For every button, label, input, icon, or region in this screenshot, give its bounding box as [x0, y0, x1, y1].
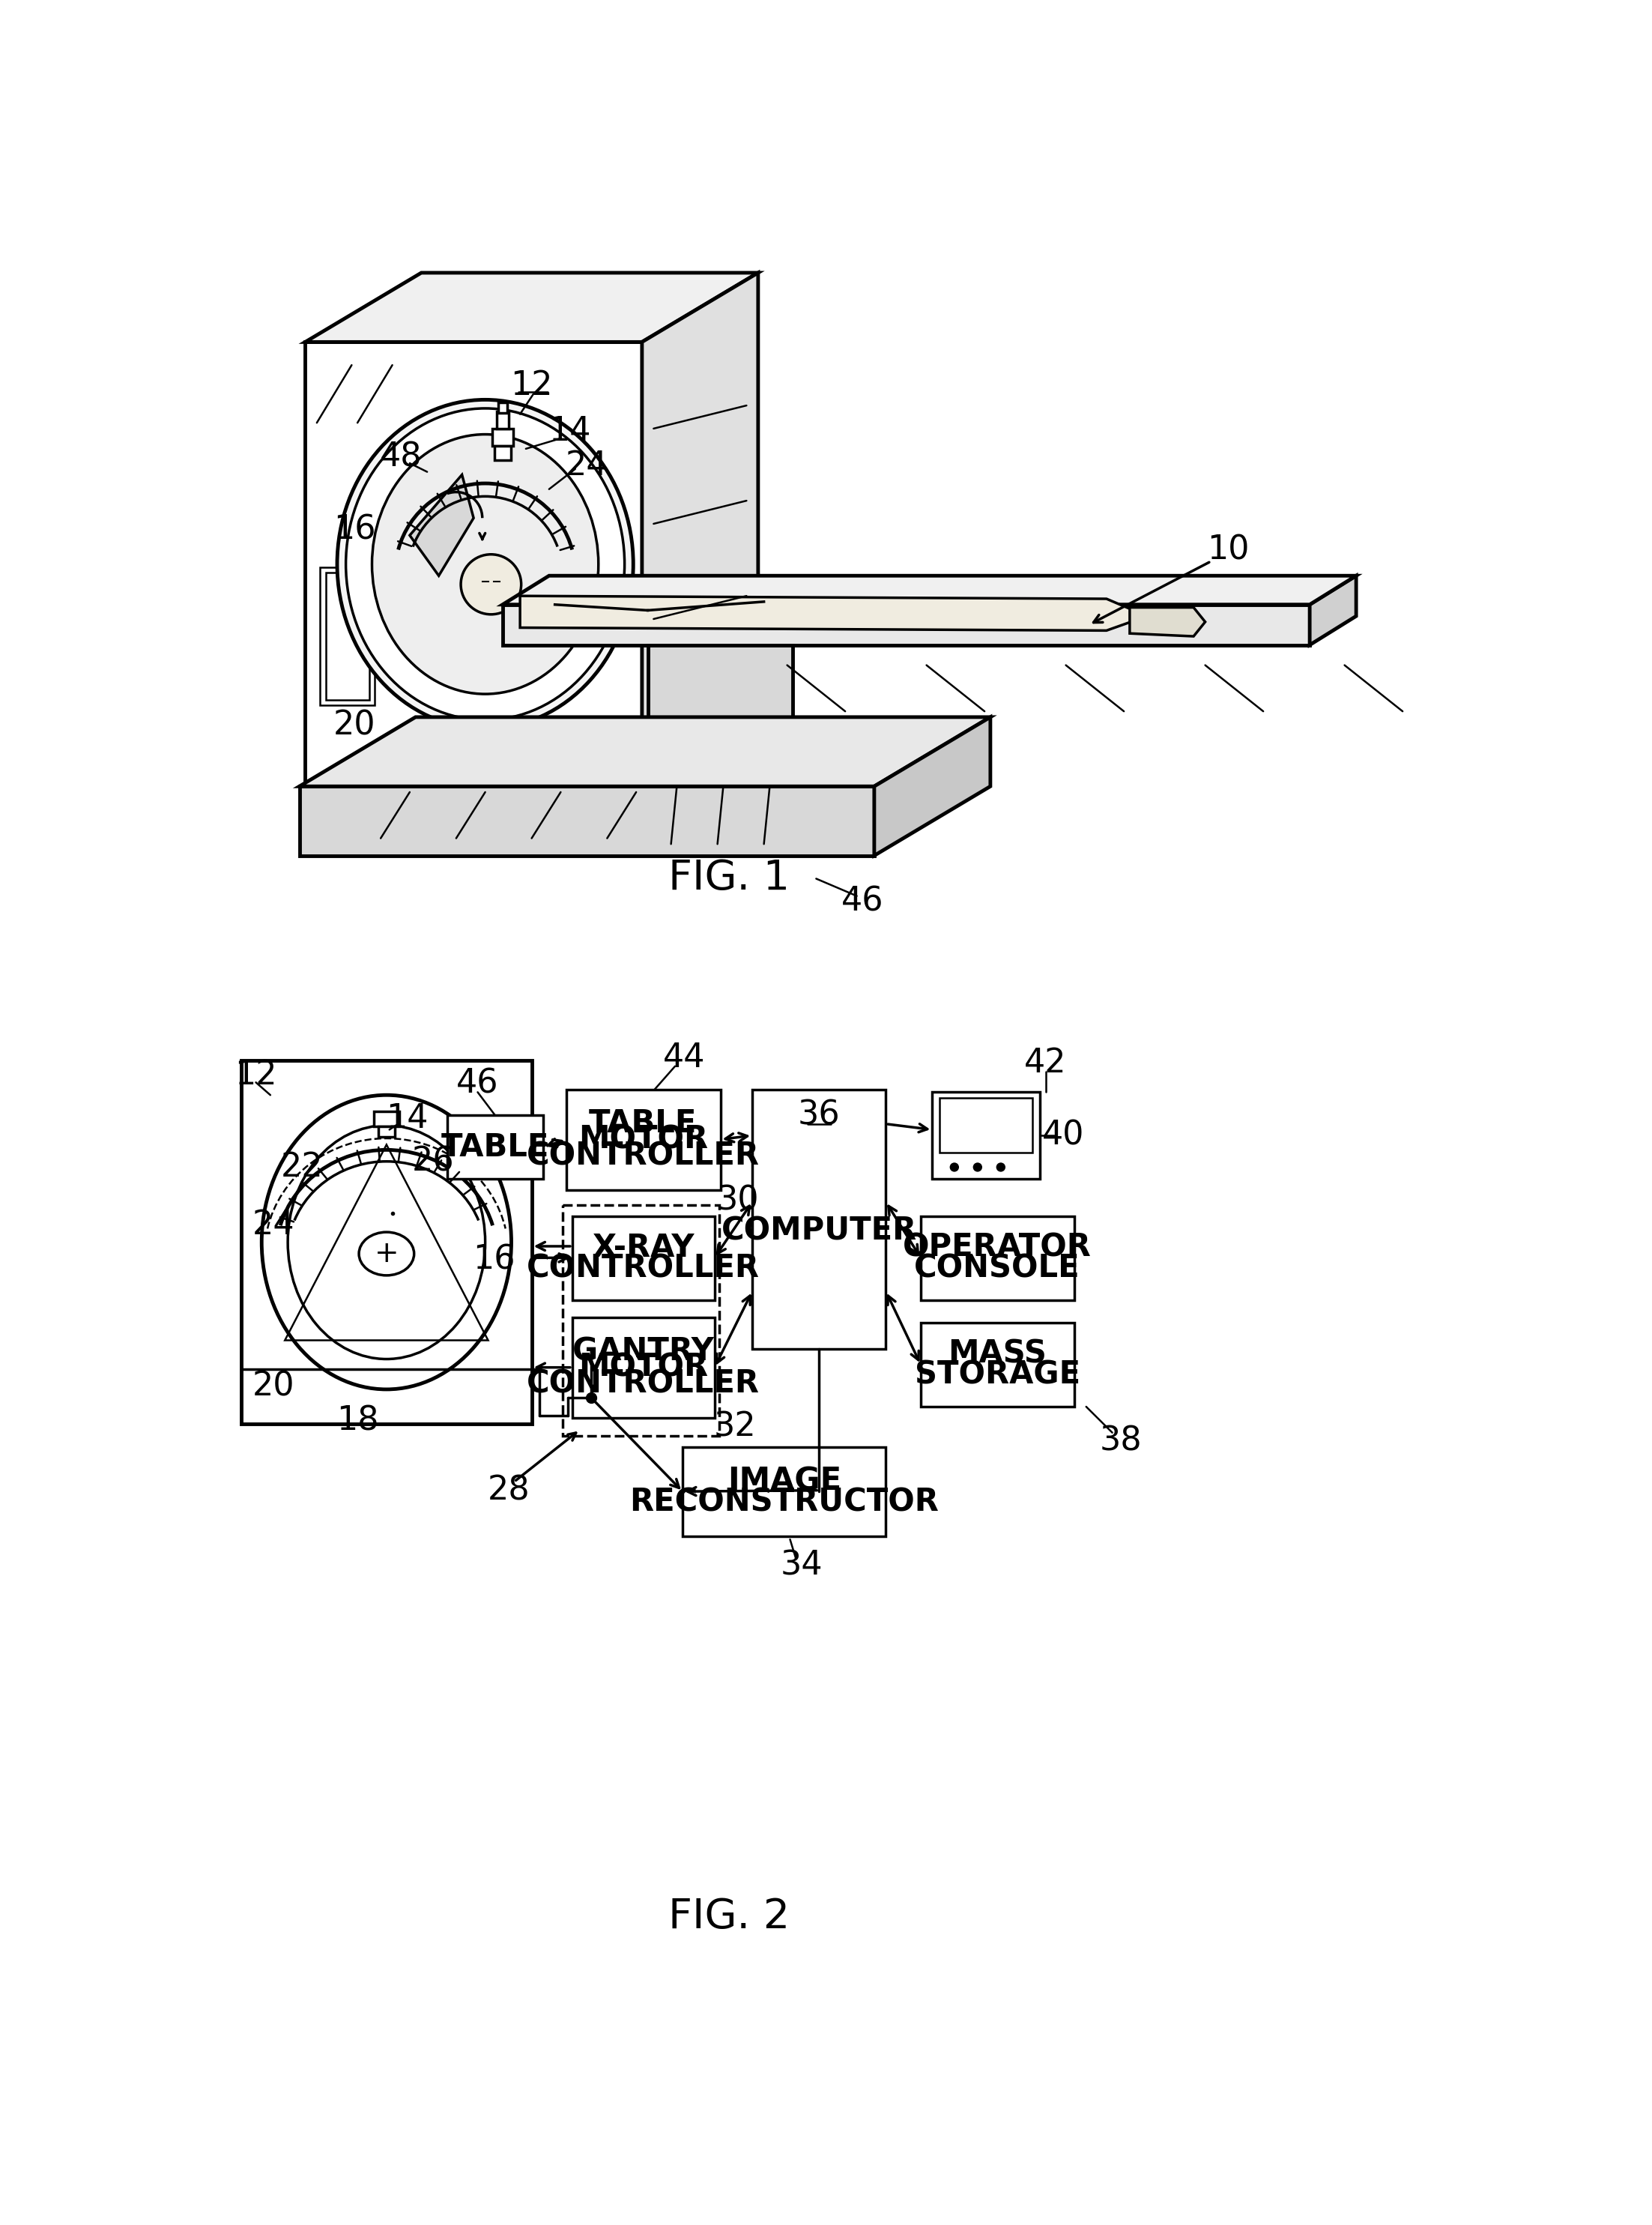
Text: CONTROLLER: CONTROLLER [527, 1253, 760, 1284]
Text: 44: 44 [662, 1041, 705, 1075]
Bar [940, 1097, 1032, 1153]
Bar [648, 645, 793, 750]
Bar [682, 1446, 885, 1537]
Bar [920, 1324, 1074, 1406]
Text: +: + [375, 1239, 398, 1268]
Text: 24: 24 [565, 449, 608, 483]
Text: 34: 34 [780, 1549, 823, 1582]
Bar [752, 1090, 885, 1348]
Text: 12: 12 [235, 1059, 278, 1090]
Bar [448, 1115, 544, 1179]
Polygon shape [502, 605, 1310, 645]
Polygon shape [1310, 576, 1356, 645]
Bar [562, 1204, 719, 1435]
Text: MASS: MASS [948, 1339, 1047, 1371]
Text: TABLE: TABLE [441, 1130, 548, 1164]
Text: 38: 38 [1100, 1426, 1142, 1457]
Text: 48: 48 [380, 441, 423, 474]
Polygon shape [520, 596, 1146, 630]
Text: 14: 14 [548, 416, 590, 447]
Text: 22: 22 [281, 1150, 324, 1184]
Bar [567, 1090, 720, 1190]
Text: 36: 36 [798, 1099, 841, 1130]
Polygon shape [306, 274, 758, 343]
Text: CONTROLLER: CONTROLLER [527, 1139, 760, 1170]
Text: 16: 16 [472, 1244, 515, 1275]
Text: MOTOR: MOTOR [578, 1124, 709, 1155]
Circle shape [996, 1164, 1006, 1173]
Text: RECONSTRUCTOR: RECONSTRUCTOR [629, 1486, 938, 1517]
Text: 32: 32 [714, 1411, 757, 1444]
Polygon shape [643, 274, 758, 821]
Bar [497, 412, 509, 429]
Text: 42: 42 [1024, 1048, 1067, 1079]
Text: FIG. 1: FIG. 1 [669, 859, 790, 899]
Ellipse shape [358, 1233, 415, 1275]
Polygon shape [502, 576, 1356, 605]
Polygon shape [299, 785, 874, 857]
Text: STORAGE: STORAGE [915, 1359, 1080, 1391]
Bar [572, 1217, 715, 1299]
Bar [320, 567, 375, 705]
Circle shape [461, 554, 520, 614]
Bar [241, 1061, 532, 1424]
Text: MOTOR: MOTOR [578, 1353, 709, 1384]
Polygon shape [410, 474, 474, 576]
Circle shape [950, 1164, 960, 1173]
Text: OPERATOR: OPERATOR [904, 1233, 1092, 1264]
Text: 20: 20 [334, 710, 375, 741]
Bar [572, 1317, 715, 1417]
Bar [492, 429, 514, 445]
Text: TABLE: TABLE [590, 1108, 697, 1139]
Bar [306, 343, 643, 821]
Text: 30: 30 [717, 1184, 758, 1217]
Bar [932, 1092, 1039, 1179]
Text: 40: 40 [1042, 1119, 1084, 1153]
Text: 26: 26 [411, 1146, 454, 1177]
Text: X-RAY: X-RAY [591, 1233, 694, 1264]
Text: CONTROLLER: CONTROLLER [527, 1368, 760, 1400]
Text: 46: 46 [456, 1068, 499, 1099]
Bar [494, 445, 510, 461]
Ellipse shape [337, 400, 633, 728]
Text: CONSOLE: CONSOLE [914, 1253, 1080, 1284]
Text: 10: 10 [1208, 534, 1249, 565]
Text: 16: 16 [334, 514, 375, 545]
Text: FIG. 2: FIG. 2 [669, 1898, 790, 1938]
Ellipse shape [261, 1095, 512, 1388]
Text: 20: 20 [253, 1371, 294, 1402]
Text: 18: 18 [337, 1404, 378, 1437]
Text: GANTRY: GANTRY [572, 1335, 714, 1366]
Circle shape [973, 1164, 983, 1173]
Text: 28: 28 [487, 1475, 530, 1506]
Text: COMPUTER: COMPUTER [722, 1215, 917, 1246]
Polygon shape [1130, 607, 1206, 636]
Ellipse shape [287, 1126, 486, 1359]
Bar [497, 403, 507, 414]
Bar [378, 1126, 395, 1137]
Bar [325, 572, 368, 701]
Text: 12: 12 [510, 369, 553, 400]
Text: 46: 46 [841, 886, 884, 919]
Ellipse shape [372, 434, 598, 694]
Text: 14: 14 [385, 1101, 428, 1135]
Polygon shape [299, 716, 990, 785]
Text: 24: 24 [253, 1208, 294, 1242]
Ellipse shape [345, 409, 624, 721]
Bar [920, 1217, 1074, 1299]
Bar [373, 1110, 400, 1126]
Polygon shape [874, 716, 990, 857]
Text: IMAGE: IMAGE [727, 1466, 841, 1497]
